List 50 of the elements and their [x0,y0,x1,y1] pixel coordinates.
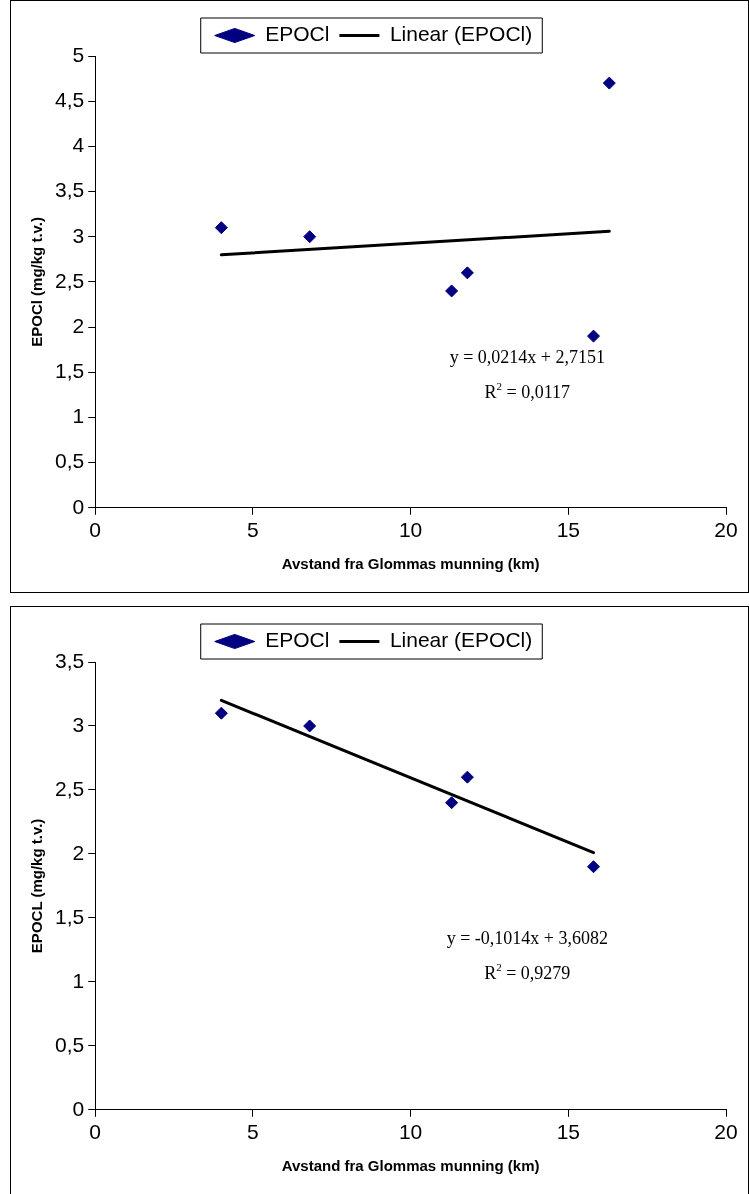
y-axis-title: EPOCl (mg/kg t.v.) [28,217,46,347]
legend-label: EPOCl [265,628,330,652]
y-tick-label: 1 [72,968,85,992]
y-tick-label: 4,5 [54,87,85,111]
y-tick-label: 2,5 [54,268,85,292]
point [587,860,601,874]
legend-label: Linear (EPOCl) [389,22,533,46]
point [214,706,228,720]
y-tick-label: 3,5 [54,178,85,202]
y-tick-label: 0,5 [54,449,85,473]
y-tick-label: 0,5 [54,1032,85,1056]
y-tick-label: 1,5 [54,904,85,928]
annotation: y = -0,1014x + 3,6082 [446,928,608,949]
x-tick-label: 15 [556,518,580,542]
y-tick-label: 5 [72,42,85,66]
y-tick-label: 3,5 [54,648,85,672]
point [460,770,474,784]
point [602,76,616,90]
x-tick-label: 15 [556,1120,580,1144]
y-tick-label: 4 [72,133,85,157]
y-tick-label: 2 [72,313,85,337]
x-tick-label: 5 [247,518,259,542]
x-tick-label: 10 [398,518,423,542]
point [460,266,474,280]
x-tick-label: 0 [89,518,102,542]
point [445,284,459,298]
y-axis-title: EPOCL (mg/kg t.v.) [28,818,46,954]
x-axis-title: Avstand fra Glommas munning (km) [281,1157,540,1175]
legend-label: Linear (EPOCl) [389,628,533,652]
point [445,796,459,810]
annotation: y = 0,0214x + 2,7151 [449,347,605,368]
x-tick-label: 20 [714,518,738,542]
y-tick-label: 0 [72,494,85,518]
point [303,719,317,733]
y-tick-label: 1,5 [54,359,85,383]
y-tick-label: 3 [72,223,85,247]
x-tick-label: 20 [714,1120,738,1144]
x-axis-title: Avstand fra Glommas munning (km) [281,555,540,573]
y-tick-label: 1 [72,404,85,428]
y-tick-label: 3 [72,712,85,736]
legend-label: EPOCl [265,22,330,46]
point [303,230,317,244]
x-tick-label: 5 [247,1120,259,1144]
y-tick-label: 2 [72,840,85,864]
x-tick-label: 10 [398,1120,423,1144]
point [587,329,601,343]
point [214,221,228,235]
y-tick-label: 2,5 [54,776,85,800]
x-tick-label: 0 [89,1120,102,1144]
y-tick-label: 0 [72,1096,85,1120]
